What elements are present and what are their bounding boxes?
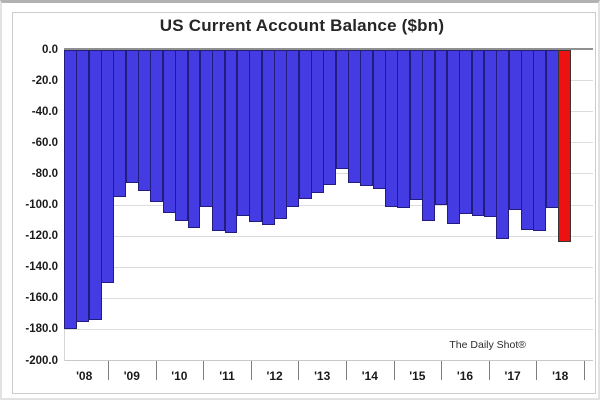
y-axis-label: -200.0 [25,354,58,367]
bar [397,49,411,209]
gridline [64,328,593,330]
y-axis-label: -140.0 [25,261,58,274]
y-axis-label: -160.0 [25,292,58,305]
y-axis-label: -20.0 [31,74,58,87]
bar-highlighted-latest [558,49,571,243]
bar [335,49,349,170]
gridline [64,204,593,206]
x-axis-tick [203,361,205,380]
bar [422,49,436,221]
x-axis-label: '12 [266,369,283,383]
bar [236,49,250,216]
bar [273,49,287,219]
bar [162,49,176,213]
x-axis-tick [488,361,490,380]
x-axis-label: '15 [409,369,426,383]
y-axis-label: -120.0 [25,230,58,243]
x-axis-label: '10 [171,369,188,383]
bar [88,49,102,321]
bar [520,49,534,230]
y-axis-label: -40.0 [31,105,58,118]
y-axis-label: -60.0 [31,136,58,149]
bar [175,49,189,221]
x-axis-label: '18 [552,369,569,383]
gridline [64,266,593,268]
x-axis-tick [393,361,395,380]
bar [385,49,399,207]
y-axis-label: -180.0 [25,323,58,336]
bar [372,49,386,190]
bar [483,49,497,218]
bar [446,49,460,224]
x-axis-tick [536,361,538,380]
bar [459,49,473,215]
x-axis-label: '16 [456,369,474,383]
y-axis-label: -80.0 [31,167,58,180]
x-axis-tick [441,361,443,380]
bar [298,49,312,199]
bar [187,49,201,229]
zero-line [64,48,593,50]
bar [496,49,510,240]
bar [545,49,559,209]
bar [64,49,77,330]
bar [533,49,547,232]
bar [311,49,324,193]
x-axis-label: '08 [76,369,93,383]
bar [409,49,423,201]
x-axis-tick [155,361,157,380]
bar [286,49,300,207]
bar [471,49,485,216]
x-axis-tick [584,361,585,380]
bar [150,49,164,202]
gridline [64,360,593,361]
source-annotation: The Daily Shot® [449,339,526,351]
x-axis-label: '14 [361,369,378,383]
bar [212,49,226,232]
bar [249,49,263,223]
x-axis-label: '13 [314,369,331,383]
bar [76,49,90,322]
x-axis-label: '09 [123,369,140,383]
x-axis-tick [298,361,300,380]
x-axis-label: '17 [504,369,521,383]
bar [224,49,238,233]
x-axis-tick [250,361,252,380]
bar [199,49,213,207]
bar [323,49,337,185]
bar [101,49,114,283]
bar [125,49,139,184]
bar [113,49,127,198]
x-axis-label: '11 [219,369,235,383]
bar [434,49,448,205]
bar [508,49,522,210]
x-axis-tick [346,361,347,380]
y-axis-label: 0.0 [42,43,58,56]
gridline [64,235,593,237]
bar [138,49,152,191]
gridline [64,297,593,299]
bar [348,49,361,184]
y-axis-label: -100.0 [25,199,58,211]
chart-title: US Current Account Balance ($bn) [159,16,445,35]
bar [261,49,275,226]
bar [360,49,374,187]
x-axis-tick [108,361,109,380]
